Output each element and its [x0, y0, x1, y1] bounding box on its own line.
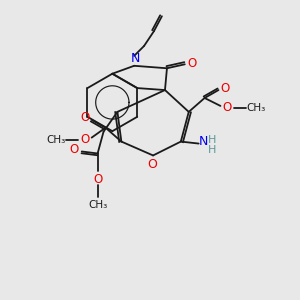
Text: CH₃: CH₃: [247, 103, 266, 113]
Text: O: O: [223, 101, 232, 114]
Text: H: H: [208, 135, 217, 145]
Text: O: O: [187, 57, 196, 70]
Text: O: O: [221, 82, 230, 94]
Text: O: O: [80, 133, 89, 146]
Text: O: O: [93, 173, 102, 186]
Text: N: N: [199, 135, 208, 148]
Text: N: N: [130, 52, 140, 65]
Text: O: O: [147, 158, 157, 171]
Text: CH₃: CH₃: [88, 200, 107, 210]
Text: O: O: [80, 111, 89, 124]
Text: O: O: [69, 143, 79, 156]
Text: H: H: [208, 145, 217, 154]
Text: CH₃: CH₃: [46, 135, 66, 145]
